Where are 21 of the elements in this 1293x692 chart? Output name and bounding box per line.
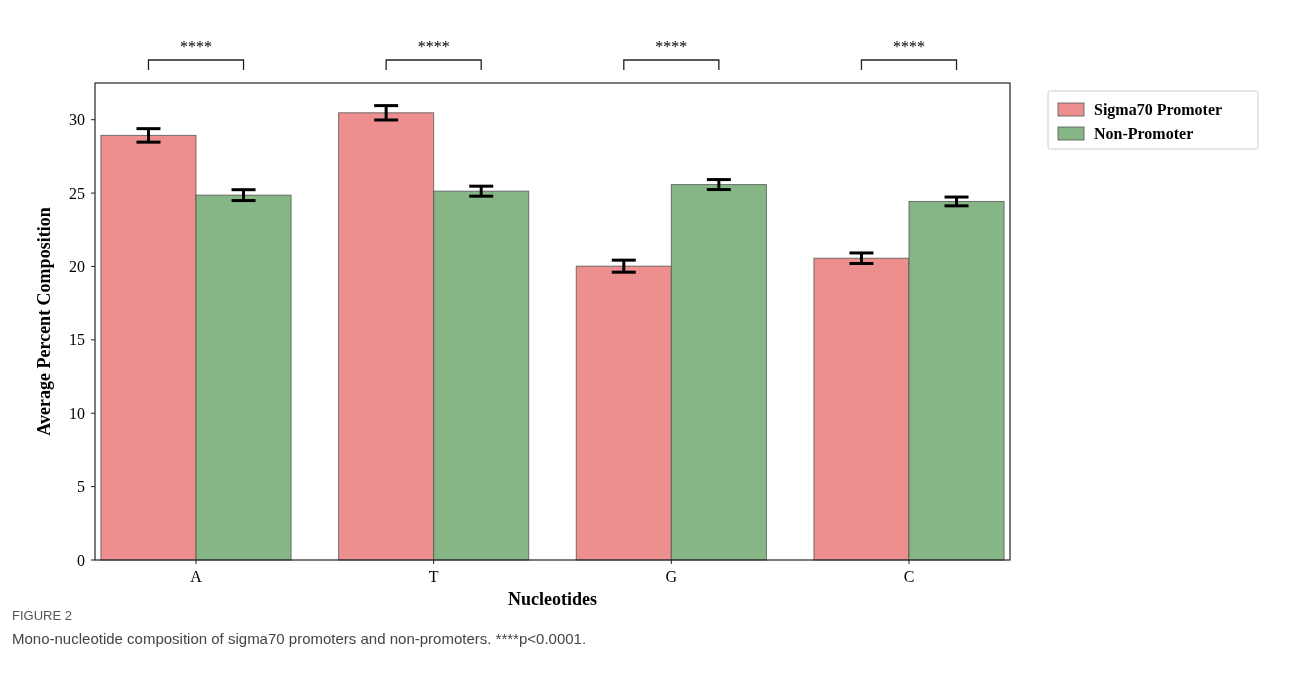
caption: FIGURE 2 (12, 608, 72, 623)
y-tick-label: 10 (69, 404, 85, 422)
legend-label: Non-Promoter (1094, 125, 1194, 143)
text: Mono-nucleotide composition of sigma70 promoters and non-promoters. ****p<0.0001. (12, 630, 587, 647)
y-tick-label: 0 (77, 551, 85, 569)
legend-label: Sigma70 Promoter (1094, 101, 1223, 120)
text: **** (655, 38, 688, 55)
x-tick-label: T (428, 568, 439, 585)
y-tick-label: 25 (69, 184, 85, 202)
text: **** (892, 38, 925, 55)
y-tick-label: 30 (69, 111, 85, 129)
x-axis-title: Nucleotides (508, 589, 597, 609)
x-tick-label: G (665, 568, 678, 585)
y-tick-label: 5 (77, 478, 85, 496)
text: **** (417, 38, 450, 55)
y-axis-title: Average Percent Composition (34, 207, 54, 436)
x-tick-label: A (190, 568, 203, 585)
x-tick-label: C (903, 568, 915, 585)
text: **** (180, 38, 213, 55)
y-tick-label: 20 (69, 258, 85, 276)
y-tick-label: 15 (69, 331, 85, 349)
